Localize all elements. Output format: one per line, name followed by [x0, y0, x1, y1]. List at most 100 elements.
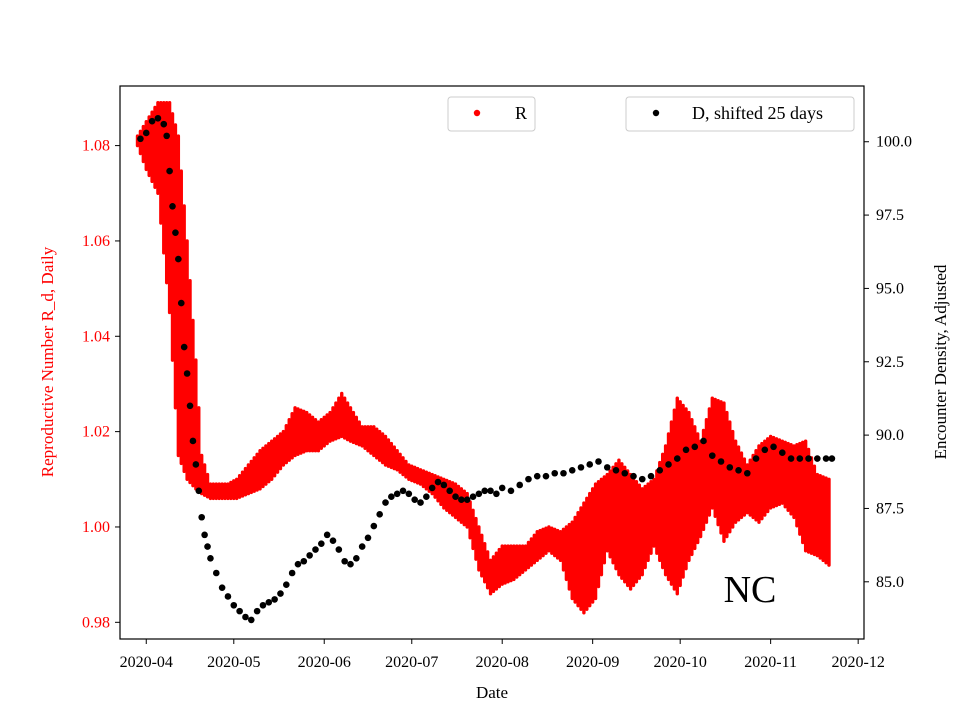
d-point: [770, 443, 777, 451]
d-point: [577, 464, 585, 471]
d-point: [399, 487, 407, 495]
d-point: [166, 167, 173, 175]
d-point: [493, 490, 500, 498]
d-point: [603, 464, 611, 471]
x-tick-label: 2020-10: [654, 654, 707, 671]
right-y-axis-title: Encounter Density, Adjusted: [931, 264, 950, 459]
d-point: [452, 493, 459, 501]
d-point: [595, 458, 602, 465]
d-point: [198, 513, 205, 521]
d-point: [533, 472, 541, 480]
d-point: [586, 461, 594, 468]
d-point: [172, 229, 179, 236]
d-point: [752, 455, 760, 462]
d-point: [708, 452, 716, 459]
d-point: [376, 511, 383, 518]
d-point: [458, 496, 465, 503]
left-y-tick-label: 1.04: [82, 328, 110, 345]
d-point: [364, 534, 372, 542]
d-point: [475, 490, 483, 498]
d-point: [154, 114, 162, 122]
x-tick-label: 2020-05: [207, 654, 260, 671]
d-point: [417, 499, 424, 506]
x-tick-label: 2020-09: [566, 654, 619, 671]
left-y-axis-ticks: 0.98 1.00 1.02 1.04 1.06 1.08: [82, 138, 120, 631]
d-point: [341, 557, 348, 565]
d-point: [175, 255, 182, 263]
d-point: [265, 599, 273, 606]
r-series: [135, 100, 831, 615]
d-point: [347, 560, 354, 568]
d-point: [204, 543, 211, 550]
d-point: [277, 590, 284, 597]
d-point: [700, 437, 707, 445]
right-y-tick-label: 95.0: [876, 280, 904, 297]
d-point: [560, 469, 567, 477]
d-point: [828, 455, 836, 462]
d-point: [306, 552, 313, 559]
right-y-axis-ticks: 85.0 87.5 90.0 92.5 95.0 97.5 100.0: [864, 134, 912, 591]
legend-d-marker: [652, 109, 660, 117]
d-point: [682, 446, 690, 454]
d-point: [814, 455, 821, 462]
left-y-tick-label: 1.08: [82, 138, 110, 155]
d-point: [218, 584, 226, 591]
d-point: [498, 484, 506, 492]
d-point: [507, 487, 515, 495]
left-y-tick-label: 1.02: [82, 424, 110, 441]
d-point: [283, 581, 290, 589]
d-point: [405, 490, 413, 498]
left-y-tick-label: 1.00: [82, 519, 110, 536]
right-y-tick-label: 92.5: [876, 354, 904, 371]
x-tick-label: 2020-07: [385, 654, 438, 671]
d-point: [717, 458, 725, 465]
d-point: [673, 455, 681, 462]
d-point: [253, 607, 261, 615]
d-point: [207, 555, 214, 562]
d-point: [411, 496, 418, 503]
d-point: [189, 437, 197, 445]
d-point: [393, 490, 401, 498]
d-point: [335, 546, 343, 553]
d-point: [735, 467, 742, 474]
d-point: [822, 455, 830, 462]
x-tick-label: 2020-11: [744, 654, 797, 671]
d-point: [236, 607, 243, 615]
d-point: [163, 132, 170, 140]
d-point: [805, 455, 812, 462]
d-point: [212, 569, 220, 577]
d-point: [428, 484, 436, 492]
right-y-tick-label: 90.0: [876, 427, 904, 444]
d-point: [796, 455, 804, 462]
d-point: [463, 496, 471, 503]
x-axis-ticks: 2020-04 2020-05 2020-06 2020-07 2020-08 2020-…: [120, 639, 885, 671]
x-tick-label: 2020-08: [476, 654, 529, 671]
d-point: [247, 616, 255, 624]
d-point: [434, 478, 442, 486]
d-point: [691, 443, 699, 451]
d-point: [169, 202, 176, 210]
right-y-tick-label: 87.5: [876, 500, 904, 517]
d-point: [656, 467, 664, 474]
d-point: [440, 481, 448, 489]
d-point: [224, 593, 232, 600]
d-point: [148, 117, 156, 125]
d-point: [192, 461, 200, 468]
left-y-tick-label: 1.06: [82, 233, 110, 250]
right-y-tick-label: 85.0: [876, 574, 904, 591]
d-point: [142, 129, 150, 137]
d-point: [568, 467, 576, 474]
d-point: [638, 475, 646, 483]
d-point: [726, 464, 734, 471]
plot-frame: [119, 85, 865, 640]
state-annotation: NC: [724, 569, 777, 611]
d-point: [446, 487, 453, 495]
right-y-tick-label: 100.0: [876, 134, 912, 151]
d-point: [388, 493, 395, 501]
d-point: [312, 546, 319, 553]
d-point: [180, 343, 188, 351]
x-axis-title: Date: [476, 683, 508, 702]
d-point: [382, 499, 389, 506]
d-series: [137, 114, 836, 624]
